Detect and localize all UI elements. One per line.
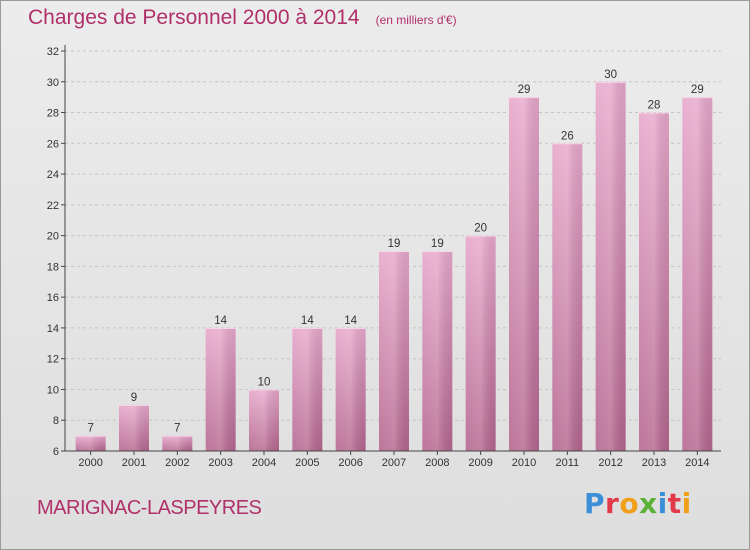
logo-letter: i: [657, 487, 668, 520]
y-tick-label: 10: [47, 384, 59, 396]
bar-sheen: [162, 435, 193, 451]
logo-letter: P: [584, 487, 606, 520]
value-label: 19: [388, 238, 401, 250]
x-tick-label: 2009: [468, 457, 492, 469]
bar-sheen: [682, 97, 713, 452]
y-tick-label: 26: [47, 138, 59, 150]
bar-sheen: [75, 435, 106, 451]
bar-sheen: [465, 235, 496, 451]
value-label: 9: [131, 392, 137, 404]
y-tick-label: 8: [53, 415, 59, 427]
bar-sheen: [292, 327, 323, 451]
x-tick-label: 2012: [598, 457, 622, 469]
axes-layer: [61, 45, 721, 455]
x-tick-label: 2008: [425, 457, 449, 469]
logo-letter: x: [639, 487, 658, 520]
x-tick-label: 2010: [512, 457, 536, 469]
value-label: 7: [87, 423, 93, 435]
value-label: 29: [691, 84, 704, 96]
y-tick-label: 28: [47, 108, 59, 120]
y-tick-label: 18: [47, 261, 59, 273]
bar-sheen: [335, 327, 366, 451]
x-tick-label: 2007: [382, 457, 406, 469]
x-tick-label: 2004: [252, 457, 276, 469]
chart-unit-note: (en milliers d'€): [375, 13, 457, 27]
value-label: 20: [474, 223, 487, 235]
bar-sheen: [552, 143, 583, 452]
value-label: 14: [214, 315, 227, 327]
x-tick-label: 2013: [642, 457, 666, 469]
y-tick-label: 22: [47, 200, 59, 212]
place-name: MARIGNAC-LASPEYRES: [37, 497, 262, 519]
value-label: 28: [648, 100, 661, 112]
value-label: 10: [258, 376, 271, 388]
y-tick-label: 30: [47, 77, 59, 89]
bar-sheen: [639, 112, 669, 452]
y-tick-label: 20: [47, 231, 59, 243]
title-area: Charges de Personnel 2000 à 2014 (en mill…: [28, 6, 457, 30]
logo-letter: i: [681, 487, 692, 520]
logo-letter: t: [667, 487, 682, 520]
bar-sheen: [379, 251, 409, 451]
x-tick-label: 2002: [165, 457, 189, 469]
logo-letter: r: [605, 487, 620, 520]
logo-letter: o: [619, 487, 640, 520]
chart-title: Charges de Personnel 2000 à 2014: [28, 6, 360, 29]
x-tick-label: 2014: [685, 457, 709, 469]
value-label: 26: [561, 130, 574, 142]
bar-sheen: [509, 97, 539, 452]
value-label: 14: [344, 315, 357, 327]
bar-sheen: [205, 327, 236, 451]
value-label: 30: [604, 69, 617, 81]
bars-layer: [75, 81, 713, 452]
y-tick-label: 6: [53, 446, 59, 458]
y-tick-label: 14: [47, 323, 59, 335]
value-label: 29: [518, 84, 531, 96]
x-tick-label: 2000: [78, 457, 102, 469]
value-label: 19: [431, 238, 444, 250]
bar-sheen: [249, 389, 279, 451]
x-tick-label: 2001: [122, 457, 146, 469]
x-tick-label: 2005: [295, 457, 319, 469]
y-tick-label: 16: [47, 292, 59, 304]
x-tick-label: 2003: [208, 457, 232, 469]
bar-sheen: [119, 404, 149, 451]
x-tick-label: 2011: [556, 457, 580, 469]
value-label: 7: [174, 423, 180, 435]
y-tick-label: 32: [47, 46, 59, 58]
bar-sheen: [422, 251, 453, 451]
value-label: 14: [301, 315, 314, 327]
labels-layer: 6 8 10 12 14 16 18 20 22 24 26 28 30 32 7 2000 9 2001 7 200…: [47, 46, 710, 469]
proxiti-logo: Proxiti: [584, 487, 692, 520]
y-tick-label: 24: [47, 169, 59, 181]
x-tick-label: 2006: [338, 457, 362, 469]
y-tick-label: 12: [47, 354, 59, 366]
bar-sheen: [595, 81, 626, 452]
